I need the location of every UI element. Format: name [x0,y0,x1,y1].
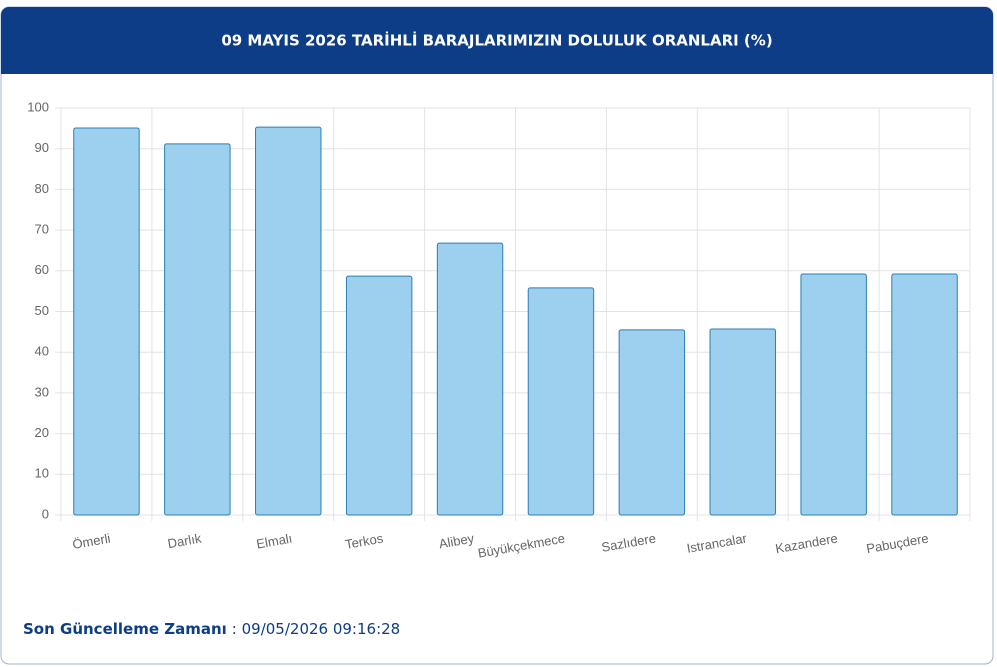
bar [618,329,686,516]
x-tick-label: Darlık [166,530,203,551]
bar [800,273,867,516]
y-tick-label: 70 [35,222,49,237]
x-tick-label: Ömerli [71,531,111,552]
y-tick-label: 0 [42,506,49,521]
footer: Son Güncelleme Zamanı : 09/05/2026 09:16:… [23,620,400,638]
y-tick-label: 100 [27,99,49,114]
bar [436,242,504,516]
y-tick-label: 40 [35,344,49,359]
chart-title: 09 MAYIS 2026 TARİHLİ BARAJLARIMIZIN DOL… [221,31,772,50]
bar [255,126,322,516]
bar [891,273,958,516]
bar [345,275,413,516]
header [1,7,993,74]
x-tick-label: Elmalı [255,531,293,552]
y-tick-label: 80 [35,181,49,196]
y-tick-label: 30 [35,384,49,399]
y-tick-label: 20 [35,425,49,440]
bar [73,127,140,516]
y-tick-label: 60 [35,262,49,277]
x-tick-label: Alibey [438,530,476,551]
footer-label: Son Güncelleme Zamanı [23,620,227,638]
x-tick-label: Terkos [344,530,385,552]
bar [709,328,776,516]
plot: 0 10 20 30 40 50 60 70 80 90 100 Ömerli Darlık Elmalı… [27,99,971,561]
footer-value: : 09/05/2026 09:16:28 [232,620,400,638]
bar [527,287,595,516]
y-tick-label: 50 [35,303,49,318]
bar [164,143,231,516]
y-tick-label: 90 [35,140,49,155]
y-tick-label: 10 [35,466,49,481]
